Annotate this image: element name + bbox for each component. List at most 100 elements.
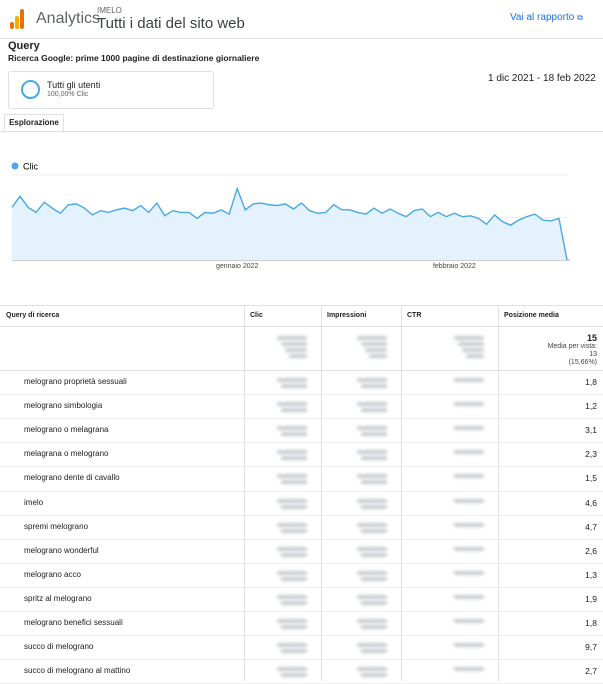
- blurred-value: [361, 408, 387, 413]
- blurred-value: [357, 522, 387, 527]
- blurred-value: [454, 643, 484, 648]
- query-cell[interactable]: spremi melograno: [24, 521, 89, 531]
- query-cell[interactable]: melograno proprietà sessuali: [24, 377, 127, 386]
- blurred-value: [454, 336, 484, 340]
- report-link-text[interactable]: Vai al rapporto: [510, 12, 575, 23]
- header-rule: [0, 326, 603, 327]
- blurred-value: [361, 552, 387, 557]
- row-rule: [0, 562, 603, 564]
- position-cell: 2,6: [585, 545, 597, 556]
- row-rule: [0, 635, 603, 637]
- query-cell[interactable]: succo di melograno al mattino: [24, 666, 131, 676]
- tab[interactable]: Esplorazione: [4, 114, 64, 133]
- x-tick-label: febbraio 2022: [433, 263, 476, 270]
- divider: [0, 38, 603, 39]
- legend-marker: [11, 162, 19, 170]
- column-header: CTR: [407, 312, 422, 319]
- report-title: Query: [8, 40, 40, 52]
- legend-label: Clic: [23, 162, 38, 172]
- blurred-value: [361, 342, 387, 346]
- blurred-value: [357, 667, 387, 672]
- blurred-value: [277, 378, 307, 382]
- position-cell: 2,3: [585, 449, 597, 460]
- row-rule: [0, 659, 603, 661]
- row-rule: [0, 370, 603, 371]
- line-chart: Clic gennaio 2022 febbraio 2022: [11, 162, 570, 270]
- row-rule: [0, 514, 603, 516]
- query-cell[interactable]: melograno benefici sessuali: [24, 618, 123, 627]
- product-name: Analytics: [36, 10, 101, 27]
- blurred-value: [277, 336, 307, 340]
- blurred-value: [277, 450, 307, 455]
- blurred-value: [361, 649, 387, 654]
- blurred-value: [277, 570, 307, 575]
- blurred-value: [454, 522, 484, 527]
- query-cell[interactable]: melograno acco: [24, 569, 81, 579]
- blurred-value: [454, 498, 484, 503]
- position-cell: 9,7: [585, 642, 597, 653]
- query-cell[interactable]: melograno wonderful: [24, 545, 99, 555]
- blurred-value: [369, 354, 387, 358]
- row-rule: [0, 442, 603, 444]
- blurred-value: [281, 649, 307, 654]
- total-average: 13: [589, 351, 597, 358]
- column-divider: [401, 306, 402, 681]
- blurred-value: [365, 348, 387, 352]
- blurred-value: [277, 498, 307, 503]
- blurred-value: [454, 594, 484, 599]
- query-cell[interactable]: melagrana o melograno: [24, 449, 109, 459]
- report-link[interactable]: Vai al rapporto ⧉: [510, 12, 583, 23]
- position-cell: 4,6: [585, 497, 597, 508]
- blurred-value: [277, 426, 307, 431]
- blurred-value: [277, 546, 307, 551]
- blurred-value: [357, 402, 387, 407]
- divider: [0, 131, 603, 132]
- blurred-value: [289, 354, 307, 358]
- blurred-value: [281, 552, 307, 557]
- blurred-value: [281, 528, 307, 533]
- blurred-value: [454, 570, 484, 575]
- blurred-value: [361, 456, 387, 461]
- row-rule: [0, 418, 603, 420]
- blurred-value: [361, 432, 387, 437]
- total-note: Media per vista:: [547, 343, 597, 350]
- blurred-value: [357, 474, 387, 479]
- blurred-value: [281, 600, 307, 605]
- area: [12, 188, 567, 260]
- blurred-value: [277, 667, 307, 672]
- column-header: Impressioni: [327, 312, 367, 319]
- segment-card[interactable]: Tutti gli utenti 100,00% Clic: [8, 71, 214, 109]
- query-cell[interactable]: succo di melograno: [24, 642, 94, 652]
- query-cell[interactable]: melograno simbologia: [24, 401, 103, 411]
- total-position: 15: [586, 333, 597, 343]
- row-rule: [0, 466, 603, 468]
- position-cell: 1,5: [585, 473, 597, 484]
- blurred-value: [361, 504, 387, 509]
- query-cell[interactable]: spritz al melograno: [24, 593, 92, 603]
- blurred-value: [281, 625, 307, 629]
- blurred-value: [361, 384, 387, 388]
- blurred-value: [361, 600, 387, 605]
- blurred-value: [466, 354, 484, 358]
- property-name[interactable]: Tutti i dati del sito web: [97, 15, 245, 32]
- blurred-value: [281, 384, 307, 388]
- blurred-value: [357, 570, 387, 575]
- blurred-value: [454, 378, 484, 382]
- position-cell: 4,7: [585, 521, 597, 532]
- position-cell: 1,2: [585, 401, 597, 412]
- blurred-value: [281, 480, 307, 485]
- query-cell[interactable]: melograno o melagrana: [24, 425, 109, 435]
- query-cell[interactable]: melograno dente di cavallo: [24, 473, 120, 483]
- date-range[interactable]: 1 dic 2021 - 18 feb 2022: [488, 73, 596, 84]
- query-cell[interactable]: imelo: [24, 497, 44, 507]
- data-table: Query di ricerca Clic Impressioni CTR Posizi…: [0, 305, 603, 684]
- blurred-value: [357, 426, 387, 431]
- position-cell: 3,1: [585, 425, 597, 436]
- column-header: Query di ricerca: [6, 312, 60, 319]
- blurred-value: [281, 456, 307, 461]
- blurred-value: [277, 474, 307, 479]
- blurred-value: [277, 594, 307, 599]
- blurred-value: [357, 546, 387, 551]
- position-cell: 1,8: [585, 618, 597, 628]
